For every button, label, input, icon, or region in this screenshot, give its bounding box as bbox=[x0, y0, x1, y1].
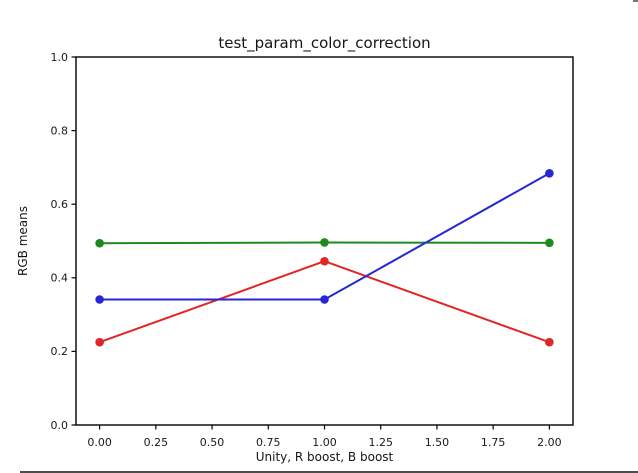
data-point-red bbox=[95, 337, 104, 347]
y-tick-label: 0.0 bbox=[51, 419, 69, 432]
y-tick-label: 0.2 bbox=[51, 345, 69, 358]
x-tick-label: 1.50 bbox=[425, 436, 450, 449]
plot-area: 0.00 0.25 0.50 0.75 1.00 1.25 1.50 1.75 2.00 0.0 0… bbox=[51, 51, 574, 449]
data-point-green bbox=[545, 238, 554, 248]
data-point-red bbox=[320, 256, 329, 266]
x-axis-label: Unity, R boost, B boost bbox=[256, 450, 394, 464]
data-point-green bbox=[95, 238, 104, 248]
x-tick-label: 1.00 bbox=[312, 436, 337, 449]
y-tick-label: 0.4 bbox=[51, 272, 69, 285]
x-tick-label: 1.25 bbox=[368, 436, 393, 449]
x-tick-label: 0.50 bbox=[200, 436, 225, 449]
y-tick-label: 1.0 bbox=[51, 51, 69, 64]
data-point-red bbox=[545, 337, 554, 347]
chart-title: test_param_color_correction bbox=[218, 34, 430, 53]
data-point-blue bbox=[320, 295, 329, 304]
series-line-blue bbox=[98, 172, 551, 301]
data-point-green bbox=[320, 238, 329, 247]
x-tick-label: 0.75 bbox=[256, 436, 281, 449]
y-tick-label: 0.6 bbox=[51, 198, 69, 211]
y-axis-label: RGB means bbox=[16, 206, 30, 276]
x-tick-label: 1.75 bbox=[481, 436, 506, 449]
data-point-blue bbox=[545, 168, 554, 178]
y-tick-label: 0.8 bbox=[51, 124, 69, 137]
data-point-blue bbox=[95, 295, 104, 304]
x-tick-label: 0.00 bbox=[87, 436, 112, 449]
x-tick-label: 2.00 bbox=[537, 436, 562, 449]
x-tick-label: 0.25 bbox=[144, 436, 169, 449]
